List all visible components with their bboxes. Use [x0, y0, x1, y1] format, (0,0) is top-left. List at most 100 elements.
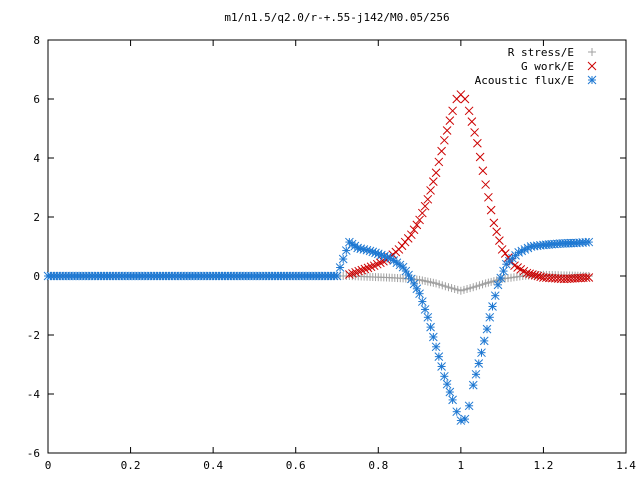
data-point [415, 289, 424, 299]
series-2 [43, 237, 594, 425]
data-point [479, 336, 489, 346]
data-point [471, 369, 481, 379]
data-point [406, 230, 416, 240]
legend-label: G work/E [521, 60, 574, 73]
y-tick-label: -4 [27, 388, 41, 401]
data-point [428, 177, 438, 186]
legend-label: R stress/E [508, 46, 574, 59]
data-point [415, 215, 424, 225]
y-tick-label: -2 [27, 329, 40, 342]
y-tick-label: 2 [33, 211, 40, 224]
data-point [423, 194, 433, 204]
x-axis: 0 0.2 0.4 0.6 0.8 1 1.2 1.4 [45, 40, 636, 472]
data-point [584, 273, 594, 282]
data-point [431, 342, 441, 352]
data-point [332, 271, 342, 281]
data-point [437, 146, 446, 156]
data-point [496, 273, 506, 283]
data-point [486, 205, 496, 215]
data-point [409, 225, 419, 235]
data-point [412, 220, 422, 230]
data-point [445, 116, 455, 125]
data-point [448, 395, 457, 405]
data-point [473, 138, 482, 148]
data-point [348, 269, 357, 278]
data-point [335, 263, 345, 272]
data-point [426, 322, 435, 332]
data-point [460, 414, 470, 424]
data-point [428, 332, 438, 342]
data-point [439, 371, 449, 381]
data-point [481, 180, 490, 189]
x-tick-label: 0.4 [203, 459, 223, 472]
data-point [351, 267, 360, 277]
data-point [354, 266, 364, 276]
data-point [522, 268, 532, 278]
data-point [360, 264, 370, 274]
data-point [338, 254, 348, 264]
data-point [363, 263, 373, 273]
chart-title: m1/n1.5/q2.0/r-+.55-j142/M0.05/256 [224, 11, 449, 24]
data-point [439, 135, 449, 145]
data-point [528, 270, 537, 279]
y-tick-label: -6 [27, 447, 40, 460]
data-point [437, 362, 446, 371]
data-point [489, 218, 499, 228]
data-point [467, 117, 477, 126]
data-point [464, 401, 474, 411]
y-tick-label: 6 [33, 93, 40, 106]
data-point [464, 106, 474, 116]
legend-marker [587, 75, 597, 85]
data-point [470, 128, 479, 137]
data-point [434, 157, 444, 167]
data-point [584, 237, 594, 247]
data-point [474, 359, 484, 368]
data-point [500, 249, 510, 258]
data-point [581, 273, 591, 282]
data-point [485, 312, 495, 322]
legend-marker [587, 61, 597, 71]
x-tick-label: 0.6 [286, 459, 306, 472]
data-point [499, 266, 508, 276]
data-point [468, 380, 478, 390]
x-tick-label: 1.2 [533, 459, 553, 472]
data-point [420, 201, 430, 211]
y-tick-label: 4 [33, 152, 40, 165]
data-point [497, 245, 507, 254]
data-point [442, 379, 452, 389]
data-point [452, 407, 462, 417]
data-point [434, 352, 444, 361]
data-point [493, 280, 503, 290]
data-point [484, 192, 493, 202]
data-point [423, 312, 433, 322]
x-tick-label: 0.8 [368, 459, 388, 472]
data-point [530, 270, 540, 280]
x-tick-label: 1.4 [616, 459, 636, 472]
data-point [492, 227, 501, 237]
series-1 [345, 90, 594, 284]
data-points [43, 90, 594, 425]
data-point [426, 186, 435, 195]
y-tick-label: 0 [33, 270, 40, 283]
data-point [475, 152, 485, 162]
data-point [477, 348, 486, 358]
data-point [448, 106, 457, 116]
x-tick-label: 0 [45, 459, 52, 472]
data-point [420, 305, 430, 314]
data-point [372, 259, 382, 269]
data-point [490, 291, 500, 301]
x-tick-label: 0.2 [121, 459, 141, 472]
data-point [357, 265, 367, 275]
legend-label: Acoustic flux/E [475, 74, 574, 87]
data-point [584, 272, 593, 280]
data-point [482, 324, 492, 334]
data-point [495, 236, 504, 245]
data-point [445, 387, 455, 397]
data-point [525, 269, 535, 279]
data-point [345, 270, 354, 279]
data-point [369, 261, 379, 271]
data-point [417, 208, 427, 218]
data-point [478, 166, 488, 176]
data-point [366, 262, 376, 272]
